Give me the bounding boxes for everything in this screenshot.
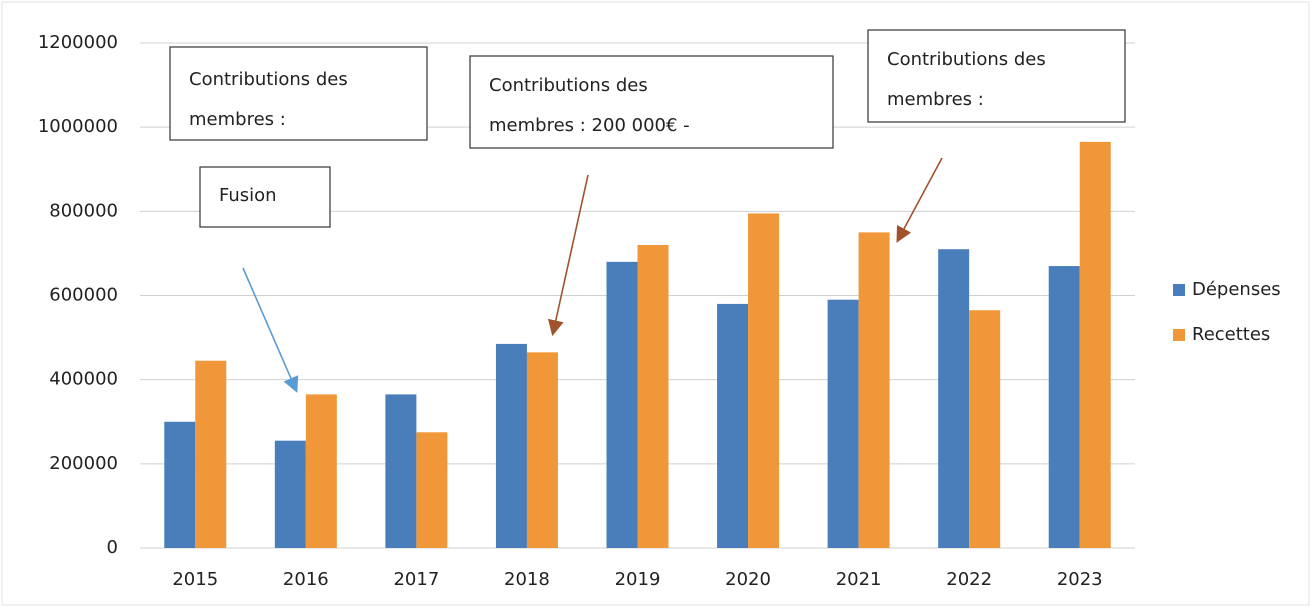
x-tick-label: 2022 [946, 569, 992, 590]
bar [637, 245, 669, 548]
bar [164, 421, 196, 548]
x-tick-label: 2020 [725, 569, 771, 590]
bar [274, 440, 306, 548]
annotation-text: Contributions des [189, 69, 348, 90]
annotation-box [169, 46, 428, 141]
x-tick-label: 2019 [615, 569, 661, 590]
annotation-box [867, 29, 1126, 123]
legend-label: Recettes [1192, 324, 1270, 345]
y-tick-label: 600000 [49, 285, 118, 306]
bar [1048, 266, 1080, 548]
x-tick-label: 2016 [283, 569, 329, 590]
y-tick-label: 200000 [49, 453, 118, 474]
bar [748, 213, 780, 548]
bar [969, 310, 1001, 548]
annotation-box [469, 55, 834, 149]
arrow [547, 174, 589, 337]
x-tick-label: 2015 [172, 569, 218, 590]
y-tick-label: 800000 [49, 200, 118, 221]
bar [938, 249, 970, 549]
bar [305, 394, 337, 548]
y-tick-label: 1000000 [38, 116, 118, 137]
bar [858, 232, 890, 548]
y-tick-label: 400000 [49, 369, 118, 390]
x-tick-label: 2017 [393, 569, 439, 590]
legend-swatch [1173, 329, 1185, 341]
annotation-box [199, 166, 331, 228]
annotation-text: Contributions des [489, 75, 648, 96]
bar [606, 261, 638, 548]
x-tick-label: 2018 [504, 569, 550, 590]
arrow [896, 157, 943, 243]
legend-label: Dépenses [1192, 279, 1281, 300]
annotation-text: Contributions des [887, 49, 1046, 70]
bar [495, 343, 527, 548]
bar [526, 352, 558, 548]
legend-swatch [1173, 284, 1185, 296]
annotation-text: membres : [887, 89, 984, 110]
annotation-text: membres : [189, 109, 286, 130]
annotation-text: membres : 200 000€ - [489, 115, 690, 136]
arrow [242, 267, 299, 393]
bar [195, 360, 227, 548]
x-tick-label: 2023 [1057, 569, 1103, 590]
y-tick-label: 0 [107, 537, 118, 558]
bar [416, 432, 448, 548]
bar [717, 303, 749, 548]
bar [827, 299, 859, 548]
bar [385, 394, 417, 548]
x-tick-label: 2021 [836, 569, 882, 590]
bar [1079, 141, 1111, 549]
y-tick-label: 1200000 [38, 32, 118, 53]
annotation-text: Fusion [219, 185, 277, 206]
